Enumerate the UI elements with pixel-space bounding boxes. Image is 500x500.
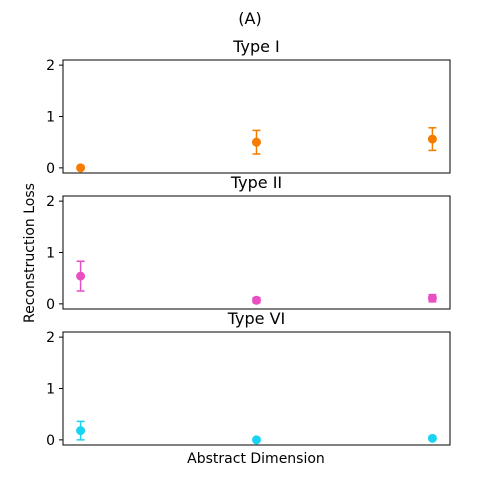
data-point [427, 293, 437, 303]
y-tick-label: 2 [46, 194, 55, 210]
figure-title: (A) [238, 9, 261, 28]
subplot-frame [62, 195, 451, 310]
data-point [427, 134, 437, 144]
data-point [252, 137, 261, 147]
x-axis-label: Abstract Dimension [187, 451, 325, 467]
subplot-frame [62, 331, 451, 446]
data-point [252, 435, 261, 445]
subplot-frame [62, 59, 451, 174]
y-tick-label: 0 [46, 433, 55, 449]
subplot-title: Type II [230, 173, 282, 192]
y-tick-label: 0 [46, 161, 55, 177]
data-point [76, 426, 86, 436]
y-tick-label: 2 [46, 330, 55, 346]
y-axis-label: Reconstruction Loss [22, 183, 38, 323]
y-tick-label: 2 [46, 58, 55, 74]
subplot-panel: Type II 0 1 2 [46, 173, 451, 313]
y-tick-label: 1 [46, 110, 55, 126]
subplot-title: Type I [232, 37, 280, 56]
data-point [76, 271, 86, 281]
subplot-panel: Type VI 0 1 2 [46, 309, 451, 449]
y-tick-label: 1 [46, 246, 55, 262]
y-tick-label: 1 [46, 382, 55, 398]
y-tick-label: 0 [46, 297, 55, 313]
data-point [427, 433, 437, 443]
subplot-title: Type VI [227, 309, 286, 328]
data-point [252, 295, 261, 305]
data-point [76, 163, 86, 173]
subplot-panel: Type I 0 1 2 [46, 37, 451, 177]
